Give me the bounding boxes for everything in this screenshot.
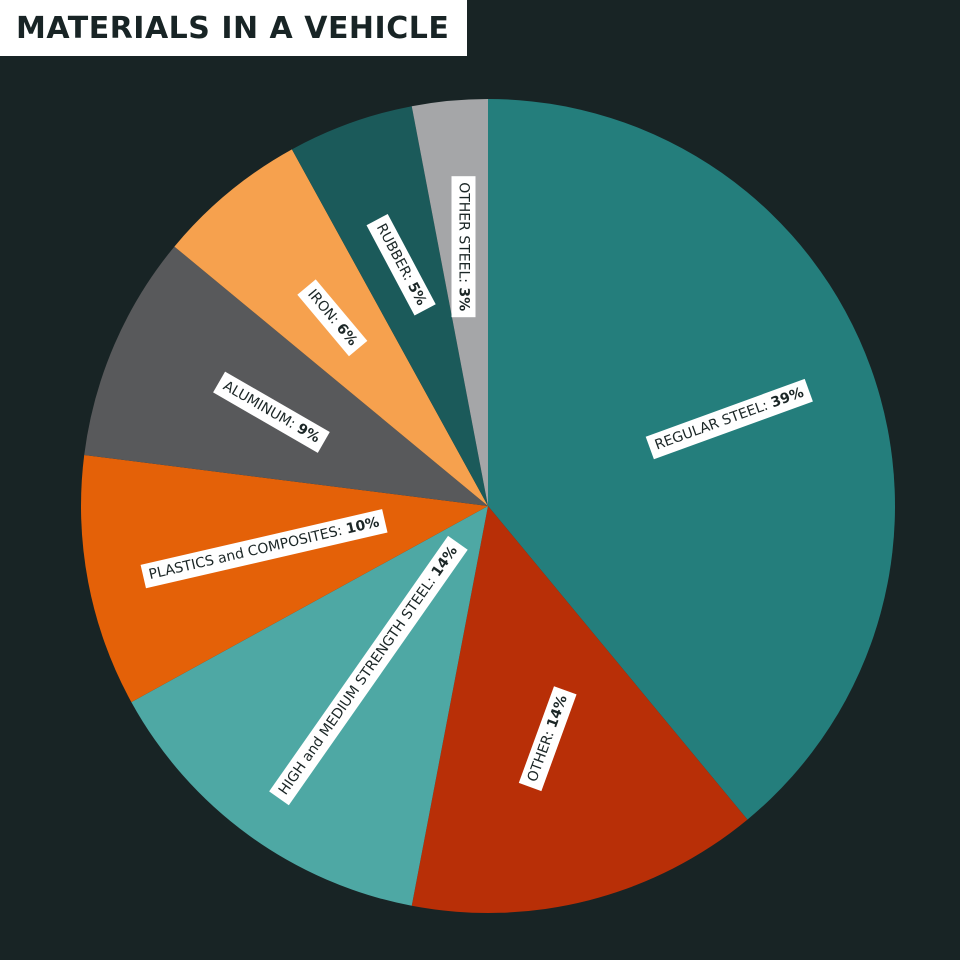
slice-label-other-steel: OTHER STEEL: 3% — [451, 176, 476, 318]
pie-slice-rubber — [291, 106, 488, 507]
chart-title-box: MATERIALS IN A VEHICLE — [0, 0, 468, 56]
slice-label-box — [645, 378, 813, 460]
slice-label-box — [269, 535, 468, 806]
pie-slice-aluminum — [84, 246, 489, 506]
slice-label-box — [366, 213, 436, 316]
slice-label-box — [451, 176, 476, 318]
slice-label-name: OTHER STEEL: — [456, 182, 472, 287]
slice-label-value: 10% — [345, 514, 381, 537]
slice-label-box — [213, 371, 330, 453]
slice-label-box — [518, 686, 577, 792]
pie-slice-regular-steel — [488, 99, 895, 820]
slice-label-box — [140, 509, 388, 589]
pie-slices — [81, 99, 895, 913]
slice-label-text: OTHER STEEL: 3% — [456, 182, 472, 311]
slice-label-box — [297, 279, 368, 357]
pie-slice-plastics-and-composites — [81, 454, 488, 703]
pie-slice-high-and-medium-strength-steel — [131, 506, 488, 906]
chart-title: MATERIALS IN A VEHICLE — [16, 10, 450, 46]
slice-label-value: 3% — [456, 287, 472, 311]
pie-slice-other — [411, 506, 748, 913]
